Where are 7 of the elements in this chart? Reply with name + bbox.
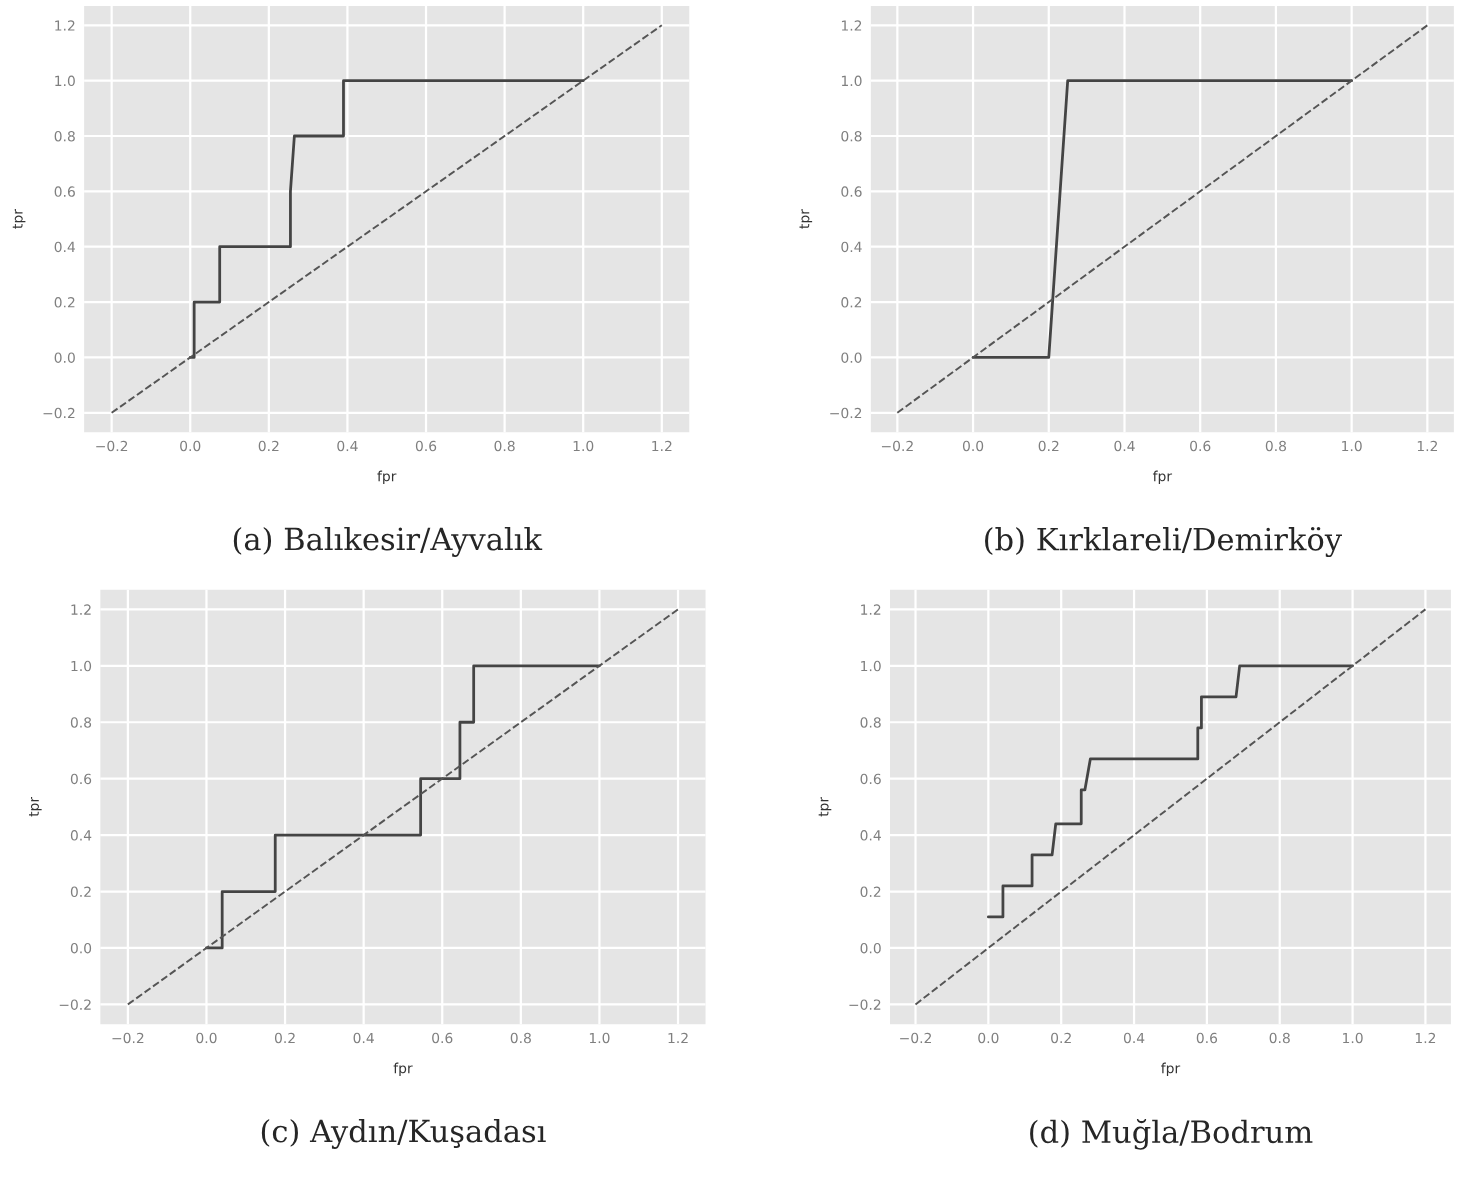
line-series	[205, 664, 601, 950]
text: (c) Aydın/Kuşadası	[261, 1118, 546, 1149]
line-series	[986, 664, 1354, 919]
line-series	[188, 79, 585, 359]
text: (b) Kırklareli/Demirköy	[985, 526, 1342, 558]
text: (d) Muğla/Bodrum	[1030, 1118, 1313, 1150]
text: (a) Balıkesir/Ayvalık	[233, 526, 543, 557]
